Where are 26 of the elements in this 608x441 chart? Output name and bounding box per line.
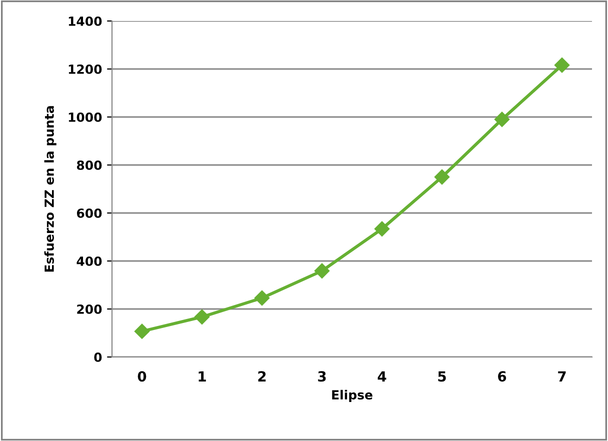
point <box>134 324 150 339</box>
y-tick-label: 200 <box>77 304 102 314</box>
y-axis-title: Esfuerzo ZZ en la punta <box>44 106 56 272</box>
x-tick-label: 2 <box>258 371 266 382</box>
point <box>254 290 270 306</box>
x-tick-label: 3 <box>318 371 326 382</box>
point <box>554 58 570 73</box>
y-tick-label: 600 <box>76 208 102 218</box>
point <box>194 309 210 324</box>
x-tick-label: 5 <box>438 371 446 382</box>
point <box>434 169 450 185</box>
point <box>494 112 510 127</box>
y-tick-label: 400 <box>76 256 102 266</box>
y-tick-label: 1000 <box>68 112 102 122</box>
x-tick-label: 7 <box>558 371 566 382</box>
y-tick-label: 1200 <box>68 64 102 74</box>
y-tick-label: 1400 <box>68 16 102 26</box>
x-tick-label: 0 <box>138 371 146 382</box>
point <box>314 263 330 278</box>
x-tick-label: 1 <box>198 371 206 382</box>
y-tick-label: 0 <box>94 352 102 362</box>
point <box>374 221 390 236</box>
x-tick-label: 4 <box>378 371 386 382</box>
x-tick-label: 6 <box>498 371 506 382</box>
x-axis-title: Elipse <box>332 390 372 402</box>
y-tick-label: 800 <box>76 160 102 170</box>
